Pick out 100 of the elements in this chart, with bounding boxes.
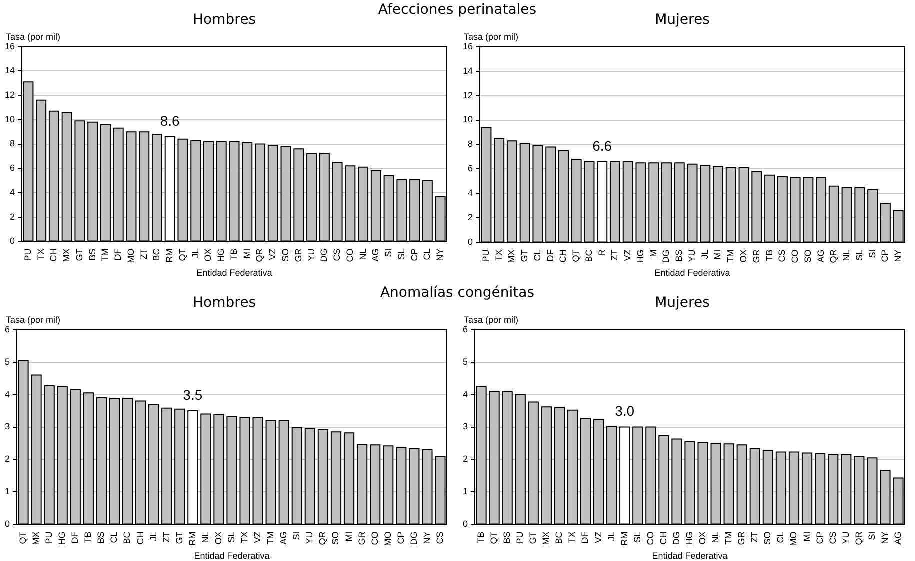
x-tick-label: TB xyxy=(228,248,239,260)
y-tick-label: 6 xyxy=(468,164,474,174)
x-tick-label: AG xyxy=(816,250,826,263)
x-tick-label: VZ xyxy=(252,531,263,544)
x-tick-label: HG xyxy=(216,248,226,262)
y-tick-label: 0 xyxy=(468,237,474,248)
y-tick-label: 2 xyxy=(468,212,474,223)
chart-title: Mujeres xyxy=(655,295,710,312)
x-tick-label: NL xyxy=(200,532,210,544)
x-tick-label: BS xyxy=(87,248,98,261)
x-tick-label: YU xyxy=(306,248,316,262)
x-tick-label: NL xyxy=(842,250,852,262)
y-axis-title: Tasa (por mil) xyxy=(6,32,61,42)
x-tick-label: DG xyxy=(661,250,672,264)
annotation: 8.6 xyxy=(160,112,180,129)
x-tick-label: CP xyxy=(396,532,406,544)
x-tick-label: SO xyxy=(762,532,773,545)
x-tick-label: SI xyxy=(292,532,302,540)
x-tick-label: AG xyxy=(278,532,289,545)
x-tick-label: OX xyxy=(738,250,749,263)
x-tick-label: SO xyxy=(280,248,291,262)
y-tick-label: 8 xyxy=(10,138,16,149)
x-tick-label: OX xyxy=(203,248,214,262)
x-tick-label: ZT xyxy=(138,248,149,260)
x-tick-label: TB xyxy=(83,532,94,544)
x-tick-label: GT xyxy=(520,249,530,262)
x-tick-label: JL xyxy=(148,532,158,542)
x-tick-label: TM xyxy=(726,250,736,263)
x-tick-label: MI xyxy=(802,532,812,542)
x-tick-label: DF xyxy=(113,248,124,261)
y-tick-label: 2 xyxy=(10,212,16,222)
x-tick-label: SI xyxy=(867,250,878,258)
x-tick-label: QT xyxy=(18,531,28,544)
x-tick-label: CL xyxy=(422,248,432,260)
x-tick-label: NL xyxy=(358,248,368,260)
x-tick-label: TX xyxy=(567,532,578,544)
x-tick-label: TX xyxy=(36,248,46,260)
y-tick-label: 16 xyxy=(4,41,16,52)
x-tick-label: JL xyxy=(190,248,200,258)
x-tick-label: RM xyxy=(187,532,198,546)
y-tick-label: 4 xyxy=(4,389,10,400)
x-tick-label: YU xyxy=(686,250,697,262)
x-tick-label: MX xyxy=(541,532,552,546)
x-tick-label: ZT xyxy=(161,531,172,543)
x-tick-label: NY xyxy=(893,250,904,262)
x-tick-label: CL xyxy=(109,532,120,544)
x-tick-label: NY xyxy=(435,248,446,262)
x-tick-label: ZT xyxy=(610,249,620,261)
x-tick-label: QT xyxy=(489,531,500,544)
x-tick-label: CP xyxy=(409,248,420,262)
x-tick-label: HG xyxy=(684,532,694,546)
x-tick-label: CH xyxy=(658,532,668,545)
x-tick-label: CS xyxy=(434,532,445,544)
x-tick-label: TB xyxy=(764,250,774,262)
x-tick-label: PU xyxy=(44,532,54,544)
x-tick-label: DF xyxy=(580,531,590,544)
x-tick-label: QR xyxy=(854,531,864,546)
y-tick-label: 0 xyxy=(4,519,10,530)
x-tick-label: TM xyxy=(724,532,734,545)
x-tick-label: OX xyxy=(213,532,224,545)
y-tick-label: 5 xyxy=(4,356,10,367)
y-axis-title: Tasa (por mil) xyxy=(464,314,519,325)
x-tick-label: SI xyxy=(866,532,877,540)
x-tick-label: BC xyxy=(152,248,162,262)
x-tick-label: SL xyxy=(632,532,642,543)
y-tick-label: 8 xyxy=(468,139,474,150)
x-tick-label: DG xyxy=(408,532,419,546)
y-tick-label: 14 xyxy=(4,66,16,76)
annotation: 3.0 xyxy=(615,403,635,420)
x-tick-label: QR xyxy=(254,248,265,262)
y-tick-label: 1 xyxy=(4,486,10,497)
x-tick-label: RM xyxy=(164,248,175,263)
x-tick-label: SI xyxy=(384,248,394,258)
x-tick-label: MX xyxy=(62,248,72,262)
x-tick-label: CL xyxy=(532,250,542,262)
y-tick-label: 3 xyxy=(4,422,10,432)
x-tick-label: MI xyxy=(344,532,354,542)
x-tick-label: SL xyxy=(854,250,864,261)
text: Anomalías congénitas xyxy=(380,285,535,301)
x-tick-label: GT xyxy=(174,531,184,544)
x-tick-label: GT xyxy=(528,531,538,544)
x-tick-label: SO xyxy=(330,532,341,545)
x-tick-label: PU xyxy=(22,248,33,262)
x-axis-title: Entidad Federativa xyxy=(196,268,272,278)
x-axis-title: Entidad Federativa xyxy=(652,551,728,561)
x-tick-label: SO xyxy=(802,250,813,263)
x-tick-label: GR xyxy=(356,531,367,546)
x-tick-label: M xyxy=(648,250,658,258)
x-tick-label: DG xyxy=(671,532,682,546)
annotation: 3.5 xyxy=(183,386,203,403)
x-tick-label: NY xyxy=(422,532,432,544)
x-tick-label: PU xyxy=(480,250,491,262)
x-tick-label: CH xyxy=(135,532,146,545)
x-tick-label: ZT xyxy=(750,531,760,543)
y-tick-label: 4 xyxy=(10,187,16,198)
x-tick-label: VZ xyxy=(593,531,604,544)
x-tick-label: NY xyxy=(880,532,890,544)
x-tick-label: AG xyxy=(892,532,903,545)
x-tick-label: CP xyxy=(880,250,890,262)
x-tick-label: MX xyxy=(506,250,517,264)
